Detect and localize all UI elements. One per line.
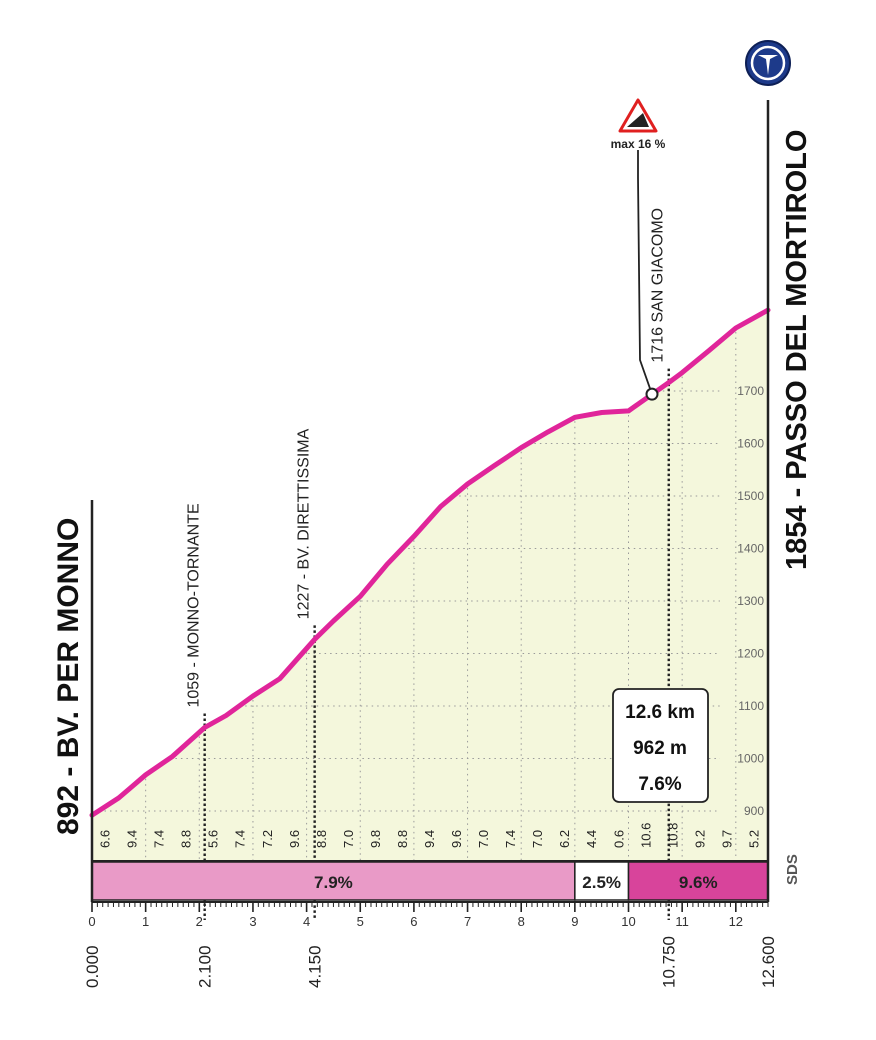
waypoint-km-label: 2.100 bbox=[196, 945, 215, 988]
x-tick-label: 1 bbox=[142, 914, 149, 929]
slope-icon bbox=[627, 113, 649, 127]
summary-gradient: 7.6% bbox=[638, 774, 681, 795]
waypoint-km-label: 4.150 bbox=[306, 945, 325, 988]
segment-gradient-label: 9.6 bbox=[287, 830, 302, 848]
segment-gradient-label: 9.4 bbox=[125, 830, 140, 848]
segment-gradient-label: 7.4 bbox=[152, 830, 167, 848]
segment-gradient-label: 9.7 bbox=[719, 830, 734, 848]
x-tick-label: 7 bbox=[464, 914, 471, 929]
segment-gradient-label: 7.0 bbox=[476, 830, 491, 848]
segment-gradient-label: 7.4 bbox=[503, 830, 518, 848]
segment-gradient-label: 10.8 bbox=[665, 823, 680, 848]
summary-distance: 12.6 km bbox=[625, 702, 695, 723]
x-tick-label: 10 bbox=[621, 914, 635, 929]
sector-gradient-label: 9.6% bbox=[679, 873, 718, 892]
place-labels: 1059 - MONNO-TORNANTE 1227 - BV. DIRETTIS… bbox=[52, 130, 813, 988]
segment-gradient-label: 8.8 bbox=[179, 830, 194, 848]
x-tick-label: 5 bbox=[357, 914, 364, 929]
y-tick-label: 1100 bbox=[738, 699, 764, 713]
sector-bar: 7.9% 2.5% 9.6% bbox=[91, 860, 769, 901]
x-tick-label: 3 bbox=[249, 914, 256, 929]
segment-gradient-label: 7.0 bbox=[530, 830, 545, 848]
y-tick-label: 1200 bbox=[737, 647, 764, 661]
sector-gradient-label: 7.9% bbox=[314, 873, 353, 892]
y-axis: 900 1000 1100 1200 1300 1400 1500 1600 1700 bbox=[737, 384, 764, 818]
y-tick-label: 900 bbox=[744, 804, 764, 818]
x-tick-label: 6 bbox=[410, 914, 417, 929]
x-axis: 0 1 2 3 4 5 6 7 8 9 10 11 12 bbox=[88, 100, 770, 929]
x-tick-label: 9 bbox=[571, 914, 578, 929]
finish-name: 1854 - PASSO DEL MORTIROLO bbox=[781, 130, 813, 570]
grid bbox=[104, 332, 737, 860]
sector-block bbox=[91, 861, 576, 901]
y-tick-label: 1300 bbox=[737, 594, 764, 608]
summary-box bbox=[612, 688, 709, 803]
x-tick-label: 0 bbox=[88, 914, 95, 929]
segment-gradient-label: 7.0 bbox=[341, 830, 356, 848]
segment-gradient-label: 7.4 bbox=[233, 830, 248, 848]
summary-elevation: 962 m bbox=[633, 738, 687, 759]
segment-gradients: 6.6 9.4 7.4 8.8 5.6 7.4 7.2 9.6 8.8 7.0 9.8 8.8 9.4 9… bbox=[98, 823, 762, 848]
max-gradient-leader bbox=[637, 150, 653, 395]
start-km-label: 0.000 bbox=[83, 945, 102, 988]
segment-gradient-label: 5.6 bbox=[206, 830, 221, 848]
segment-gradient-label: 7.2 bbox=[260, 830, 275, 848]
segment-gradient-label: 9.8 bbox=[368, 830, 383, 848]
segment-gradient-label: 4.4 bbox=[584, 830, 599, 848]
x-tick-label: 4 bbox=[303, 914, 310, 929]
x-tick-label: 12 bbox=[729, 914, 743, 929]
finish-badge-mark bbox=[758, 55, 778, 75]
segment-gradient-label: 5.2 bbox=[746, 830, 761, 848]
max-gradient-label: max 16 % bbox=[611, 137, 666, 151]
finish-badge-ring bbox=[750, 45, 786, 81]
y-tick-label: 1600 bbox=[737, 437, 764, 451]
segment-gradient-label: 9.6 bbox=[449, 830, 464, 848]
max-gradient-point bbox=[645, 387, 659, 401]
waypoint-label: 1059 - MONNO-TORNANTE bbox=[186, 503, 203, 707]
sector-gradient-label: 2.5% bbox=[582, 873, 621, 892]
segment-gradient-label: 0.6 bbox=[611, 830, 626, 848]
y-tick-label: 1000 bbox=[737, 752, 764, 766]
elevation-fill bbox=[92, 310, 768, 861]
y-tick-label: 1400 bbox=[737, 542, 764, 556]
elevation-line bbox=[89, 307, 771, 818]
segment-gradient-label: 10.6 bbox=[638, 823, 653, 848]
y-tick-label: 1500 bbox=[737, 489, 764, 503]
segment-gradient-label: 8.8 bbox=[395, 830, 410, 848]
elevation-line-path bbox=[89, 307, 771, 818]
segment-gradient-label: 6.2 bbox=[557, 830, 572, 848]
start-name: 892 - BV. PER MONNO bbox=[52, 518, 85, 835]
annotations: max 16 % 12.6 km 962 m 7.6% SDS bbox=[611, 40, 801, 885]
x-tick-label: 2 bbox=[196, 914, 203, 929]
segment-gradient-label: 9.2 bbox=[692, 830, 707, 848]
segment-gradient-label: 6.6 bbox=[98, 830, 113, 848]
waypoint-label: 1227 - BV. DIRETTISSIMA bbox=[296, 428, 313, 619]
waypoint-label: 1716 SAN GIACOMO bbox=[650, 208, 667, 363]
segment-gradient-label: 8.8 bbox=[314, 830, 329, 848]
finish-km-label: 12.600 bbox=[759, 936, 778, 988]
sector-block bbox=[574, 861, 630, 901]
waypoint-km-label: 10.750 bbox=[660, 936, 679, 988]
elevation-area bbox=[92, 310, 768, 861]
x-tick-label: 11 bbox=[675, 914, 689, 929]
y-tick-label: 1700 bbox=[737, 384, 764, 398]
x-tick-label: 8 bbox=[518, 914, 525, 929]
segment-gradient-label: 9.4 bbox=[422, 830, 437, 848]
sds-logo: SDS bbox=[784, 854, 801, 885]
